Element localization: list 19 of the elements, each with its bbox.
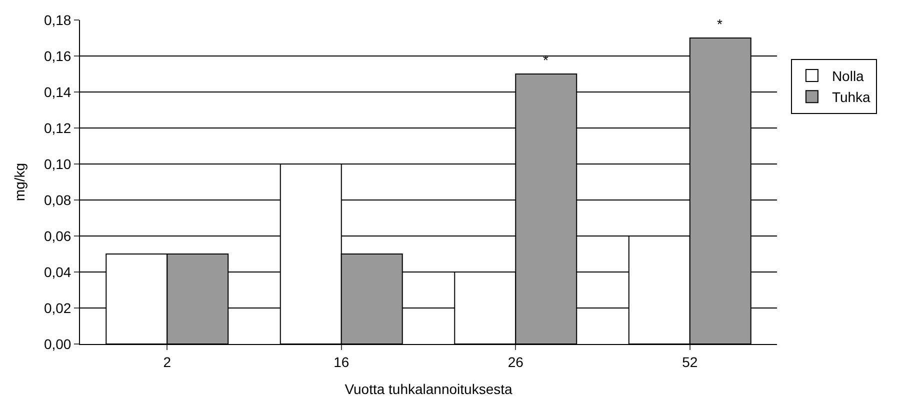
- y-tick-label: 0,12: [44, 120, 72, 136]
- y-tick-label: 0,06: [44, 228, 72, 244]
- y-tick-label: 0,08: [44, 192, 72, 208]
- legend-label: Tuhka: [832, 89, 871, 106]
- x-tick-label: 2: [163, 354, 172, 370]
- y-tick-label: 0,00: [44, 336, 72, 352]
- annotation: *: [717, 16, 723, 32]
- y-axis-title: mg/kg: [12, 162, 28, 202]
- y-tick-label: 0,02: [44, 300, 72, 316]
- legend-label: Nolla: [832, 68, 864, 84]
- x-tick-label: 26: [508, 354, 524, 370]
- y-tick-label: 0,04: [44, 264, 72, 280]
- y-tick-label: 0,18: [44, 12, 72, 28]
- y-tick-label: 0,16: [44, 48, 72, 64]
- x-tick-label: 16: [334, 354, 350, 370]
- y-tick-label: 0,14: [44, 84, 72, 100]
- y-tick-label: 0,10: [44, 156, 72, 172]
- x-tick-label: 52: [682, 354, 698, 370]
- x-axis-title: Vuotta tuhkalannoituksesta: [344, 381, 513, 398]
